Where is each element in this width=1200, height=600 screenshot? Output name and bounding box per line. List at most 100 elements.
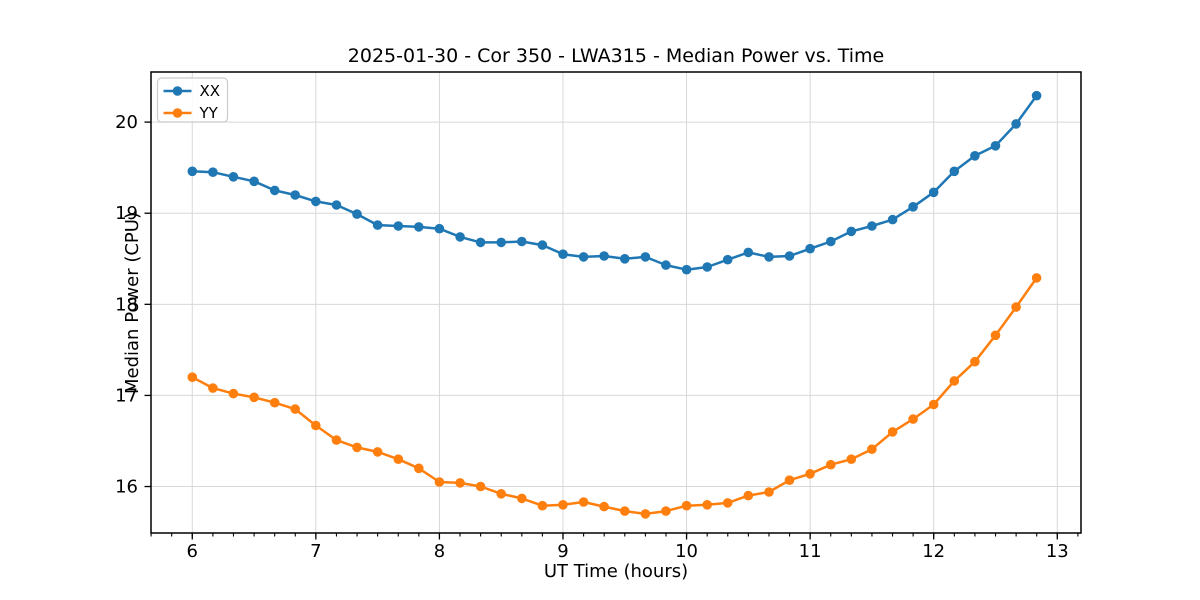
series-yy-marker <box>764 487 774 497</box>
series-yy-marker <box>475 481 486 492</box>
series-xx-marker <box>331 200 342 210</box>
series-xx-marker <box>393 221 404 231</box>
series-yy-marker <box>558 500 568 510</box>
series-xx-marker <box>558 249 568 259</box>
legend-yy-marker <box>172 108 183 118</box>
series-xx-marker <box>517 236 527 247</box>
x-tick-label: 8 <box>434 541 445 562</box>
series-xx-marker <box>661 260 671 270</box>
series-yy-marker <box>826 459 836 470</box>
series-yy-marker <box>949 376 960 386</box>
legend-yy-label: YY <box>199 104 219 122</box>
series-yy-marker <box>620 506 630 516</box>
x-axis-label: UT Time (hours) <box>543 561 689 582</box>
series-xx-marker <box>826 236 836 247</box>
series-yy-marker <box>290 404 301 414</box>
series-xx-marker <box>764 252 774 262</box>
series-yy-marker <box>331 435 342 445</box>
series-yy-marker <box>455 478 465 488</box>
x-tick-label: 7 <box>310 541 321 562</box>
series-xx-marker <box>908 202 918 212</box>
x-tick-label: 6 <box>187 541 198 562</box>
series-xx-marker <box>496 237 507 248</box>
y-tick-label: 19 <box>115 203 138 224</box>
series-yy-marker <box>393 454 404 465</box>
series-yy-marker <box>805 469 815 479</box>
series-yy-marker <box>661 506 671 516</box>
series-yy-marker <box>867 444 877 455</box>
series-yy-marker <box>784 475 795 486</box>
series-xx-marker <box>846 226 857 237</box>
series-xx-marker <box>352 209 362 219</box>
series-yy-marker <box>249 392 259 403</box>
legend-xx-marker <box>172 86 183 96</box>
series-yy-marker <box>1031 273 1042 283</box>
series-yy-marker <box>743 490 754 501</box>
series-xx-marker <box>311 196 321 207</box>
x-tick-label: 11 <box>799 541 822 562</box>
series-yy-marker <box>228 388 239 399</box>
series-xx-marker <box>372 220 383 230</box>
series-yy-marker <box>372 447 383 457</box>
series-yy-marker <box>517 493 527 504</box>
y-axis-label: Median Power (CPU) <box>122 212 143 394</box>
series-xx-marker <box>887 214 898 225</box>
series-yy-marker <box>970 356 980 367</box>
series-xx-marker <box>743 247 754 258</box>
series-xx-marker <box>949 166 960 177</box>
series-xx-marker <box>928 187 939 198</box>
series-yy-marker <box>599 501 609 512</box>
plot-border <box>150 71 1082 534</box>
series-yy-marker <box>352 442 362 453</box>
series-yy-marker <box>722 498 733 508</box>
y-tick-label: 18 <box>115 294 138 315</box>
y-tick-label: 20 <box>115 112 138 133</box>
series-yy-marker <box>928 399 939 410</box>
series-yy-marker <box>537 500 548 511</box>
series-yy-marker <box>414 463 424 474</box>
series-yy-marker <box>311 420 321 431</box>
series-xx-marker <box>1011 119 1021 129</box>
series-xx-marker <box>640 252 651 262</box>
series-xx-marker <box>269 185 280 196</box>
series-yy-marker <box>1011 302 1021 312</box>
series-yy-marker <box>496 489 507 499</box>
series-yy-marker <box>908 414 918 424</box>
series-xx-marker <box>187 166 198 177</box>
series-yy-marker <box>702 500 712 510</box>
x-tick-label: 9 <box>557 541 568 562</box>
series-yy-marker <box>846 454 857 465</box>
series-xx-marker <box>414 222 424 232</box>
series-xx-marker <box>722 254 733 265</box>
series-xx-marker <box>1031 90 1042 101</box>
series-yy-marker <box>269 397 280 408</box>
series-xx-marker <box>784 251 795 261</box>
series-xx-marker <box>228 172 239 182</box>
series-xx-marker <box>537 240 548 250</box>
series-xx-marker <box>434 223 445 234</box>
legend-xx-label: XX <box>200 82 221 100</box>
x-tick-label: 12 <box>922 541 945 562</box>
x-tick-label: 13 <box>1046 541 1069 562</box>
series-xx-marker <box>867 221 877 231</box>
y-tick-label: 17 <box>115 385 138 406</box>
y-tick-label: 16 <box>115 477 138 498</box>
series-xx-marker <box>990 141 1001 151</box>
series-xx-marker <box>455 232 465 242</box>
series-xx-marker <box>208 167 218 177</box>
x-tick-label: 10 <box>675 541 698 562</box>
series-yy-marker <box>681 500 692 511</box>
series-yy-marker <box>187 372 198 383</box>
series-xx-marker <box>578 252 589 262</box>
series-xx-marker <box>702 262 712 272</box>
series-yy-marker <box>578 497 589 507</box>
series-yy-marker <box>640 509 651 519</box>
chart-title: 2025-01-30 - Cor 350 - LWA315 - Median P… <box>347 45 885 67</box>
series-xx-marker <box>805 243 815 254</box>
series-xx-marker <box>681 264 692 275</box>
series-xx-marker <box>970 151 980 161</box>
series-xx-marker <box>249 176 259 187</box>
series-xx-marker <box>475 237 486 248</box>
series-xx-marker <box>599 251 609 261</box>
